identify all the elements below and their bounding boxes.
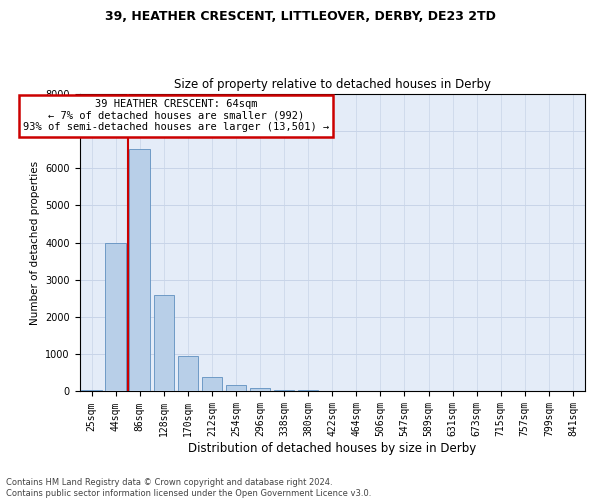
Text: 39 HEATHER CRESCENT: 64sqm
← 7% of detached houses are smaller (992)
93% of semi: 39 HEATHER CRESCENT: 64sqm ← 7% of detac…: [23, 99, 329, 132]
Text: Contains HM Land Registry data © Crown copyright and database right 2024.
Contai: Contains HM Land Registry data © Crown c…: [6, 478, 371, 498]
Y-axis label: Number of detached properties: Number of detached properties: [29, 160, 40, 324]
Text: 39, HEATHER CRESCENT, LITTLEOVER, DERBY, DE23 2TD: 39, HEATHER CRESCENT, LITTLEOVER, DERBY,…: [104, 10, 496, 23]
Bar: [322, 390, 343, 392]
Title: Size of property relative to detached houses in Derby: Size of property relative to detached ho…: [174, 78, 491, 91]
Bar: [154, 294, 174, 392]
Bar: [298, 390, 319, 392]
Bar: [106, 242, 126, 392]
X-axis label: Distribution of detached houses by size in Derby: Distribution of detached houses by size …: [188, 442, 476, 455]
Bar: [226, 385, 246, 392]
Bar: [130, 150, 150, 392]
Bar: [202, 376, 222, 392]
Bar: [178, 356, 198, 392]
Bar: [82, 390, 102, 392]
Bar: [274, 390, 295, 392]
Bar: [250, 388, 270, 392]
